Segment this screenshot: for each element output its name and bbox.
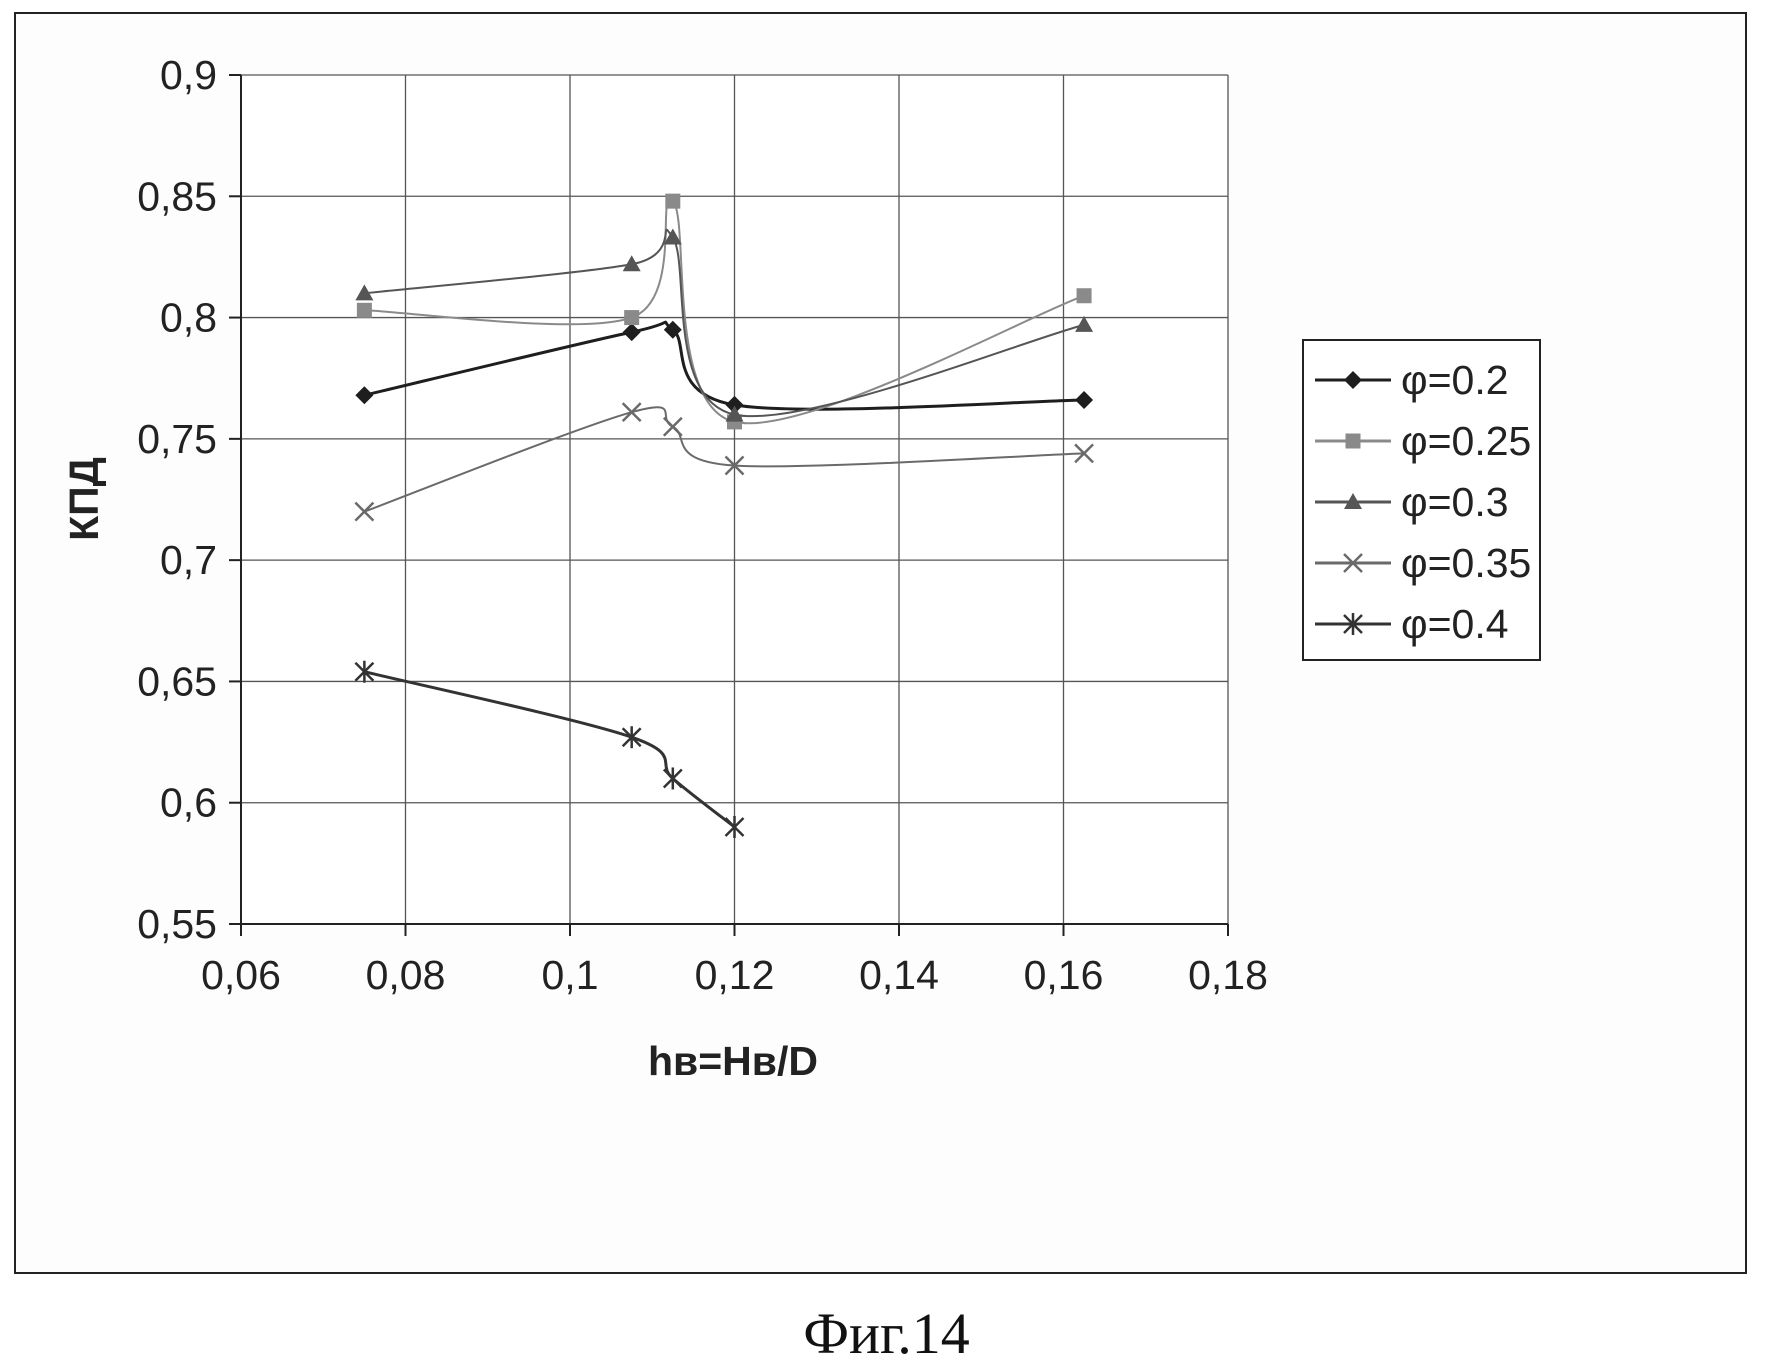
y-tick-label: 0,85 xyxy=(137,173,217,219)
legend-label: φ=0.25 xyxy=(1401,418,1531,464)
y-tick-label: 0,65 xyxy=(137,658,217,704)
legend-label: φ=0.3 xyxy=(1401,479,1509,525)
y-tick-label: 0,8 xyxy=(160,295,217,341)
legend-label: φ=0.35 xyxy=(1401,540,1531,586)
y-tick-label: 0,75 xyxy=(137,416,217,462)
x-tick-label: 0,14 xyxy=(859,952,939,998)
y-tick-label: 0,6 xyxy=(160,780,217,826)
y-tick-label: 0,55 xyxy=(137,901,217,947)
y-tick-label: 0,7 xyxy=(160,537,217,583)
y-tick-label: 0,9 xyxy=(160,52,217,98)
x-tick-label: 0,1 xyxy=(542,952,599,998)
y-axis-title: КПД xyxy=(61,457,107,541)
x-axis-title: hв=Hв/D xyxy=(648,1038,818,1084)
data-point xyxy=(357,303,372,318)
legend: φ=0.2 φ=0.25 φ=0.3 φ=0.35 φ=0.4 xyxy=(1303,340,1540,660)
legend-label: φ=0.2 xyxy=(1401,357,1509,403)
legend-label: φ=0.4 xyxy=(1401,601,1509,647)
x-tick-label: 0,18 xyxy=(1188,952,1268,998)
x-tick-label: 0,12 xyxy=(695,952,775,998)
legend-marker xyxy=(1346,434,1361,449)
chart: 0,06 0,08 0,1 0,12 0,14 0,16 0,18 0,55 0,6 0,65 0,… xyxy=(0,0,1773,1370)
data-point xyxy=(1077,288,1092,303)
x-tick-label: 0,16 xyxy=(1024,952,1104,998)
x-tick-label: 0,06 xyxy=(201,952,281,998)
data-point xyxy=(624,310,639,325)
figure-caption: Фиг.14 xyxy=(0,1300,1773,1367)
data-point xyxy=(665,194,680,209)
x-tick-label: 0,08 xyxy=(366,952,446,998)
